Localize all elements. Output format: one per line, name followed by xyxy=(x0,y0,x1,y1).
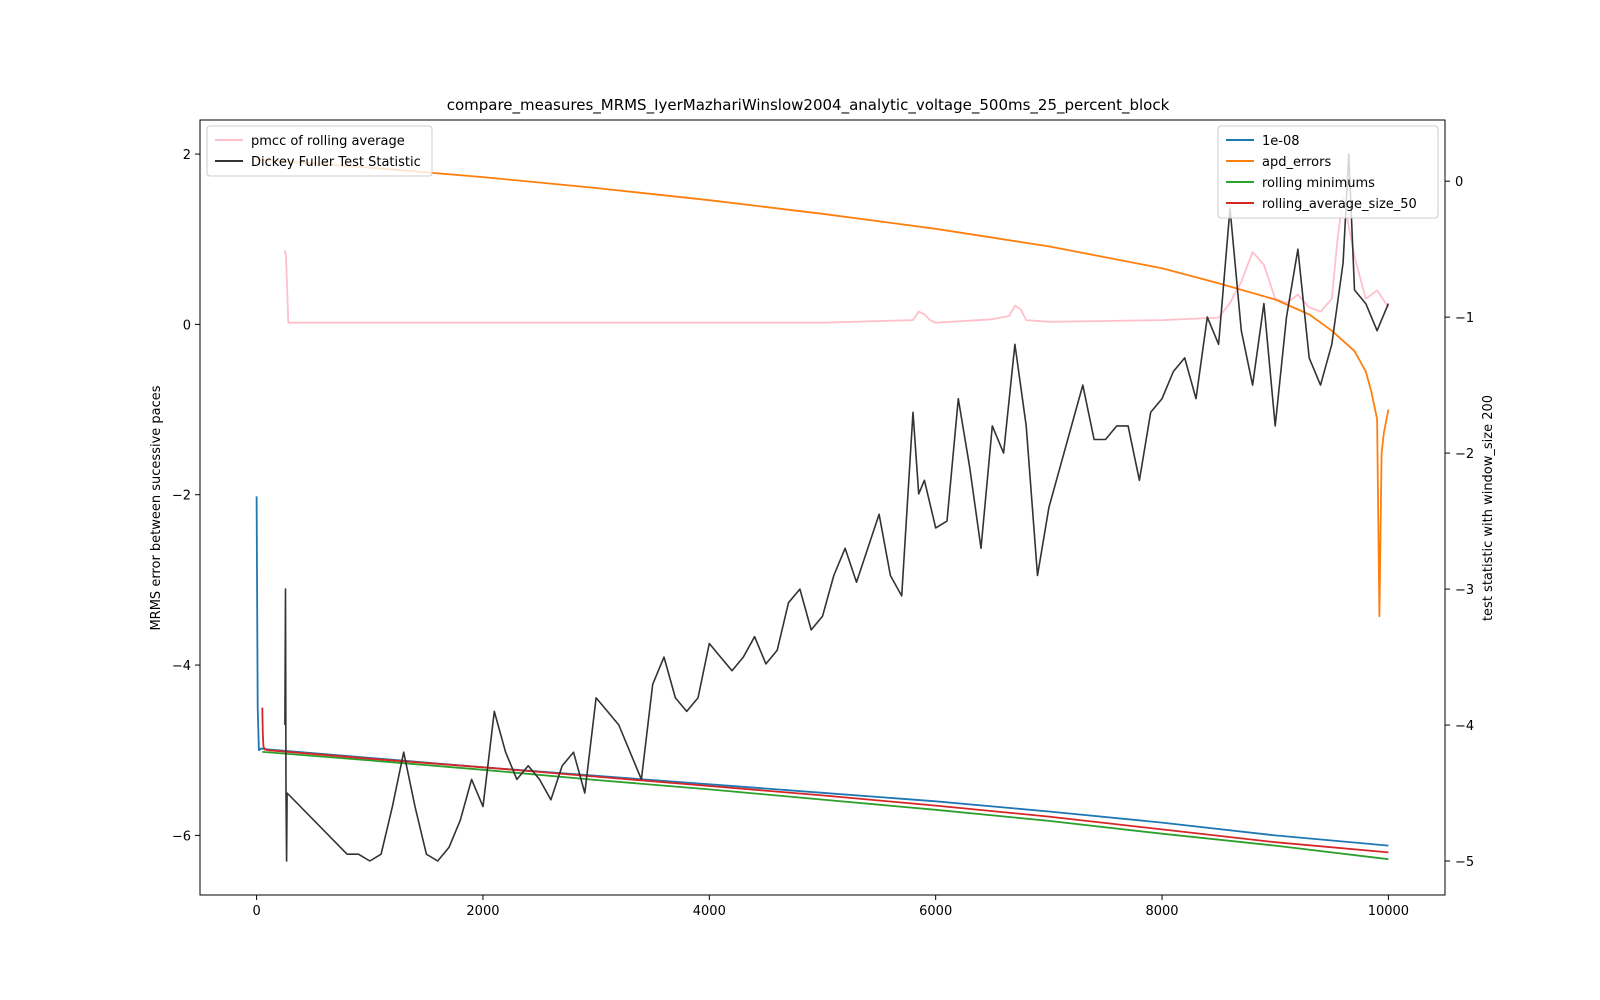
legend-label: pmcc of rolling average xyxy=(251,134,405,149)
y2-tick-label: −5 xyxy=(1455,855,1474,870)
legend-label: Dickey Fuller Test Statistic xyxy=(251,155,421,170)
series-layer xyxy=(255,153,1390,862)
legend-label: rolling minimums xyxy=(1262,176,1375,191)
legend-box xyxy=(1217,125,1439,219)
series-line-pmcc-of-rolling-average xyxy=(284,195,1390,324)
legend-label: apd_errors xyxy=(1262,155,1331,170)
y-axis-label: MRMS error between sucessive paces xyxy=(149,385,164,630)
legend-label: 1e-08 xyxy=(1262,134,1300,149)
series-line-rolling-average-size-50 xyxy=(261,707,1389,854)
chart-title: compare_measures_MRMS_IyerMazhariWinslow… xyxy=(447,96,1170,115)
y-tick-label: −6 xyxy=(172,829,191,844)
y2-tick-label: −1 xyxy=(1455,311,1474,326)
y-tick-label: −2 xyxy=(172,489,191,504)
y2-tick-label: −2 xyxy=(1455,447,1474,462)
series-line-dickey-fuller-test-statistic xyxy=(284,153,1390,862)
y-tick-label: 2 xyxy=(183,148,191,163)
y2-axis-label: test statistic with window_size 200 xyxy=(1481,395,1496,621)
series-line-1e-08 xyxy=(255,496,1389,847)
x-tick-label: 2000 xyxy=(466,904,499,919)
legend-label: rolling_average_size_50 xyxy=(1262,197,1417,212)
y-tick-label: −4 xyxy=(172,659,191,674)
x-tick-label: 6000 xyxy=(919,904,952,919)
legend-left: pmcc of rolling average Dickey Fuller Tes… xyxy=(206,125,433,177)
legend-box xyxy=(206,125,433,177)
x-tick-label: 0 xyxy=(252,904,260,919)
y2-tick-label: 0 xyxy=(1455,175,1463,190)
x-tick-label: 10000 xyxy=(1368,904,1409,919)
x-tick-label: 4000 xyxy=(693,904,726,919)
y2-tick-label: −4 xyxy=(1455,719,1474,734)
y2-tick-label: −3 xyxy=(1455,583,1474,598)
y-tick-label: 0 xyxy=(183,318,191,333)
plot-area xyxy=(199,119,1446,896)
series-line-apd-errors xyxy=(256,158,1390,618)
series-line-rolling-minimums xyxy=(262,751,1389,861)
x-tick-label: 8000 xyxy=(1145,904,1178,919)
axes-layer: 0 2000 4000 6000 8000 10000 −6 −4 −2 0 2 −5 −4 −3 −2 −1… xyxy=(172,148,1474,919)
